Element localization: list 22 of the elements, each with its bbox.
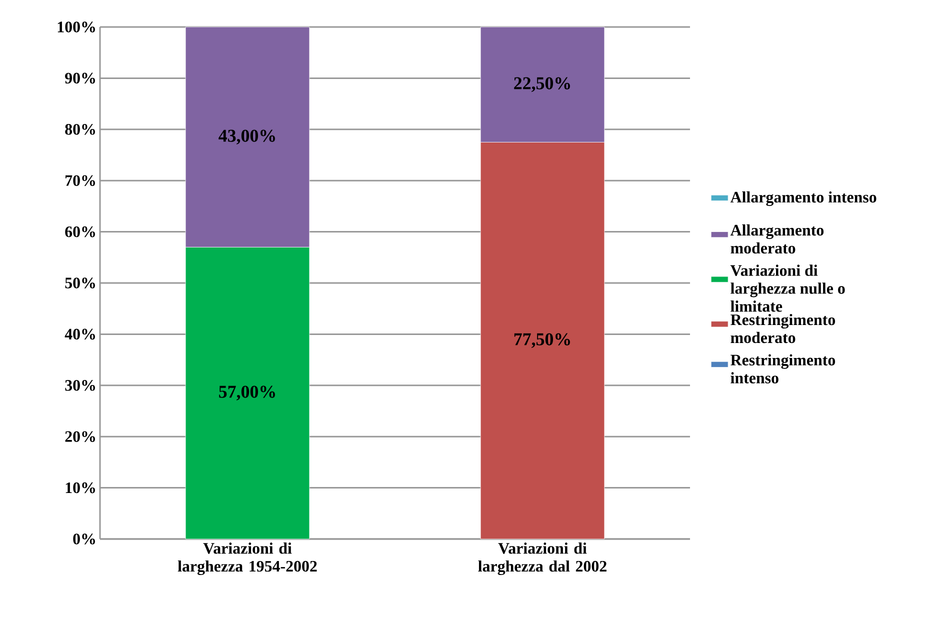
legend-label: Restringimento moderato <box>730 314 836 344</box>
y-tick-label: 70% <box>66 175 95 186</box>
y-tick-label: 20% <box>65 431 95 442</box>
legend-label: Allargamento moderato <box>730 224 824 254</box>
y-tick-label: 100% <box>58 22 95 32</box>
y-tick-label: 30% <box>65 380 95 391</box>
y-tick-label: 80% <box>65 124 95 135</box>
y-tick-label: 60% <box>65 226 95 238</box>
legend-label: Restringimento intenso <box>730 354 836 384</box>
data-label: 43,00% <box>218 130 275 144</box>
legend-label: Variazioni di larghezza nulle o limitate <box>730 264 845 312</box>
x-tick-label: Variazioni di larghezza dal 2002 <box>478 542 606 576</box>
x-tick-label: Variazioni di larghezza 1954-2002 <box>178 542 317 576</box>
y-tick-label: 90% <box>65 72 95 84</box>
data-label: 22,50% <box>514 77 570 92</box>
y-tick-label: 50% <box>65 278 95 288</box>
data-label: 77,50% <box>514 333 570 348</box>
y-tick-label: 10% <box>66 482 95 494</box>
legend-label: Allargamento intenso <box>730 191 876 206</box>
y-tick-label: 0% <box>73 534 95 544</box>
data-label: 57,00% <box>219 386 275 400</box>
y-tick-label: 40% <box>64 328 95 340</box>
